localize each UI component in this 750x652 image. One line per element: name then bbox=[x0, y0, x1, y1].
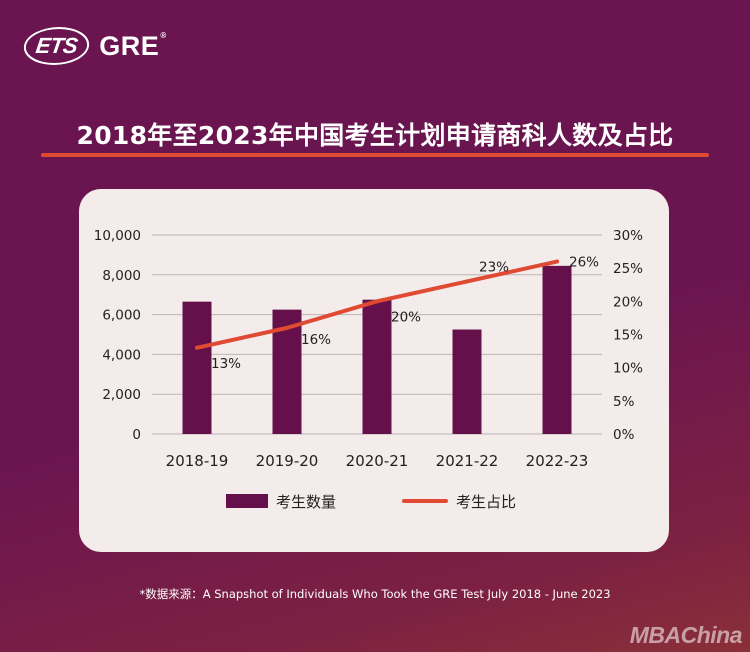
line-point bbox=[465, 279, 469, 284]
gre-logo-text: GRE® bbox=[99, 30, 167, 61]
y-right-tick-label: 25% bbox=[613, 261, 643, 277]
legend-swatch-bar bbox=[226, 494, 268, 508]
y-right-tick-label: 0% bbox=[613, 427, 635, 443]
page-title: 2018年至2023年中国考生计划申请商科人数及占比 bbox=[76, 121, 674, 150]
x-tick-label: 2022-23 bbox=[526, 452, 589, 470]
y-left-tick-label: 4,000 bbox=[102, 347, 141, 363]
y-right-tick-label: 10% bbox=[613, 361, 643, 377]
y-right-tick-label: 30% bbox=[613, 228, 643, 244]
bar bbox=[182, 301, 212, 434]
watermark: MBAChina bbox=[629, 622, 743, 648]
data-label: 16% bbox=[301, 332, 331, 348]
y-right-tick-label: 20% bbox=[613, 294, 643, 310]
x-tick-label: 2019-20 bbox=[256, 452, 319, 470]
x-tick-label: 2020-21 bbox=[346, 452, 409, 470]
line-point bbox=[285, 325, 289, 330]
y-left-tick-label: 8,000 bbox=[102, 268, 141, 284]
chart-card: 0 2,000 4,000 6,000 8,000 10,000 0% 5% 10% 15% 20%… bbox=[79, 189, 669, 552]
data-label: 26% bbox=[569, 255, 599, 271]
ets-logo: ETS bbox=[21, 27, 92, 65]
combo-chart: 0 2,000 4,000 6,000 8,000 10,000 0% 5% 10% 15% 20%… bbox=[94, 228, 643, 511]
y-left-tick-label: 6,000 bbox=[102, 308, 141, 324]
legend-label-line: 考生占比 bbox=[456, 493, 516, 511]
line-point bbox=[195, 345, 199, 350]
bar bbox=[362, 299, 392, 434]
x-tick-label: 2018-19 bbox=[166, 452, 229, 470]
data-label: 20% bbox=[391, 309, 421, 325]
title-underline bbox=[41, 153, 709, 157]
source-note: *数据来源：A Snapshot of Individuals Who Took… bbox=[139, 587, 611, 601]
y-right-tick-label: 15% bbox=[613, 328, 643, 344]
line-point bbox=[375, 299, 379, 304]
line-point bbox=[555, 259, 559, 264]
y-left-tick-label: 0 bbox=[132, 427, 141, 443]
ets-gre-logo: ETS GRE® bbox=[21, 26, 167, 66]
bar bbox=[542, 265, 572, 434]
y-left-tick-label: 2,000 bbox=[102, 387, 141, 403]
legend-label-bar: 考生数量 bbox=[276, 493, 336, 511]
data-label: 13% bbox=[211, 356, 241, 372]
y-right-tick-label: 5% bbox=[613, 394, 635, 410]
y-left-tick-label: 10,000 bbox=[94, 228, 141, 244]
x-tick-label: 2021-22 bbox=[436, 452, 499, 470]
bar bbox=[452, 329, 482, 434]
data-label: 23% bbox=[479, 259, 509, 275]
